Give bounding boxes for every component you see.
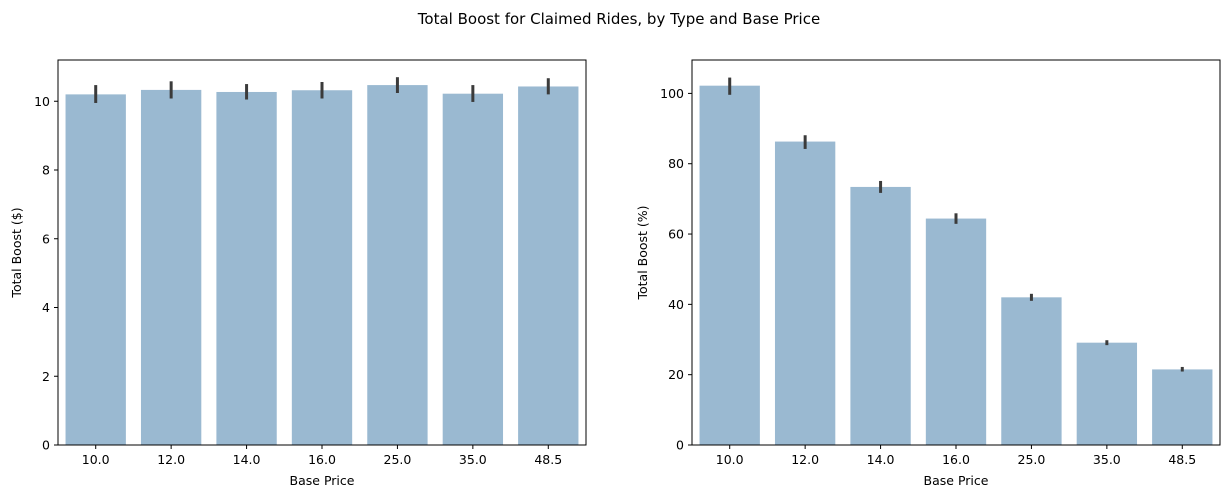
- bar-16.0: [291, 90, 353, 445]
- y-tick-label: 4: [42, 300, 50, 315]
- figure-title: Total Boost for Claimed Rides, by Type a…: [417, 10, 820, 28]
- x-tick-label: 14.0: [867, 452, 895, 467]
- y-tick-label: 2: [42, 369, 50, 384]
- x-tick-label: 16.0: [308, 452, 336, 467]
- bar-14.0: [850, 186, 911, 445]
- bar-10.0: [65, 94, 126, 446]
- x-tick-label: 16.0: [942, 452, 970, 467]
- x-tick-label: 10.0: [716, 452, 744, 467]
- bar-48.5: [518, 86, 579, 445]
- bar-25.0: [367, 85, 428, 445]
- y-tick-label: 80: [668, 156, 684, 171]
- x-tick-label: 10.0: [82, 452, 110, 467]
- y-tick-label: 100: [660, 86, 684, 101]
- x-tick-label: 48.5: [1168, 452, 1196, 467]
- y-tick-label: 60: [668, 227, 684, 242]
- x-tick-label: 35.0: [1093, 452, 1121, 467]
- x-axis-label: Base Price: [924, 473, 989, 488]
- x-tick-label: 14.0: [233, 452, 261, 467]
- y-tick-label: 0: [676, 438, 684, 453]
- bar-35.0: [442, 93, 504, 445]
- x-tick-label: 48.5: [534, 452, 562, 467]
- bar-16.0: [925, 218, 987, 445]
- x-tick-label: 12.0: [157, 452, 185, 467]
- y-tick-label: 20: [668, 367, 684, 382]
- x-tick-label: 25.0: [384, 452, 412, 467]
- bar-48.5: [1152, 369, 1213, 445]
- y-tick-label: 8: [42, 163, 50, 178]
- bar-25.0: [1001, 297, 1062, 445]
- y-axis-label: Total Boost ($): [9, 207, 24, 298]
- y-axis-label: Total Boost (%): [635, 205, 650, 300]
- chart-right-total-boost-percent: 10.0 12.0 14.0 16.0 25.0 35.0 48.5 0 20 40 60 80 100…: [635, 59, 1221, 488]
- x-axis-label: Base Price: [290, 473, 355, 488]
- y-tick-label: 0: [42, 438, 50, 453]
- y-tick-label: 10: [34, 94, 50, 109]
- y-tick-label: 40: [668, 297, 684, 312]
- bar-12.0: [774, 141, 836, 445]
- bar-14.0: [216, 91, 277, 445]
- x-tick-label: 12.0: [791, 452, 819, 467]
- chart-left-total-boost-dollars: 10.0 12.0 14.0 16.0 25.0 35.0 48.5 0 2 4 6 8 10 Base …: [9, 59, 587, 488]
- bar-35.0: [1076, 342, 1138, 445]
- x-tick-label: 25.0: [1018, 452, 1046, 467]
- x-tick-label: 35.0: [459, 452, 487, 467]
- bar-12.0: [140, 89, 202, 445]
- bar-10.0: [699, 85, 760, 446]
- y-tick-label: 6: [42, 231, 50, 246]
